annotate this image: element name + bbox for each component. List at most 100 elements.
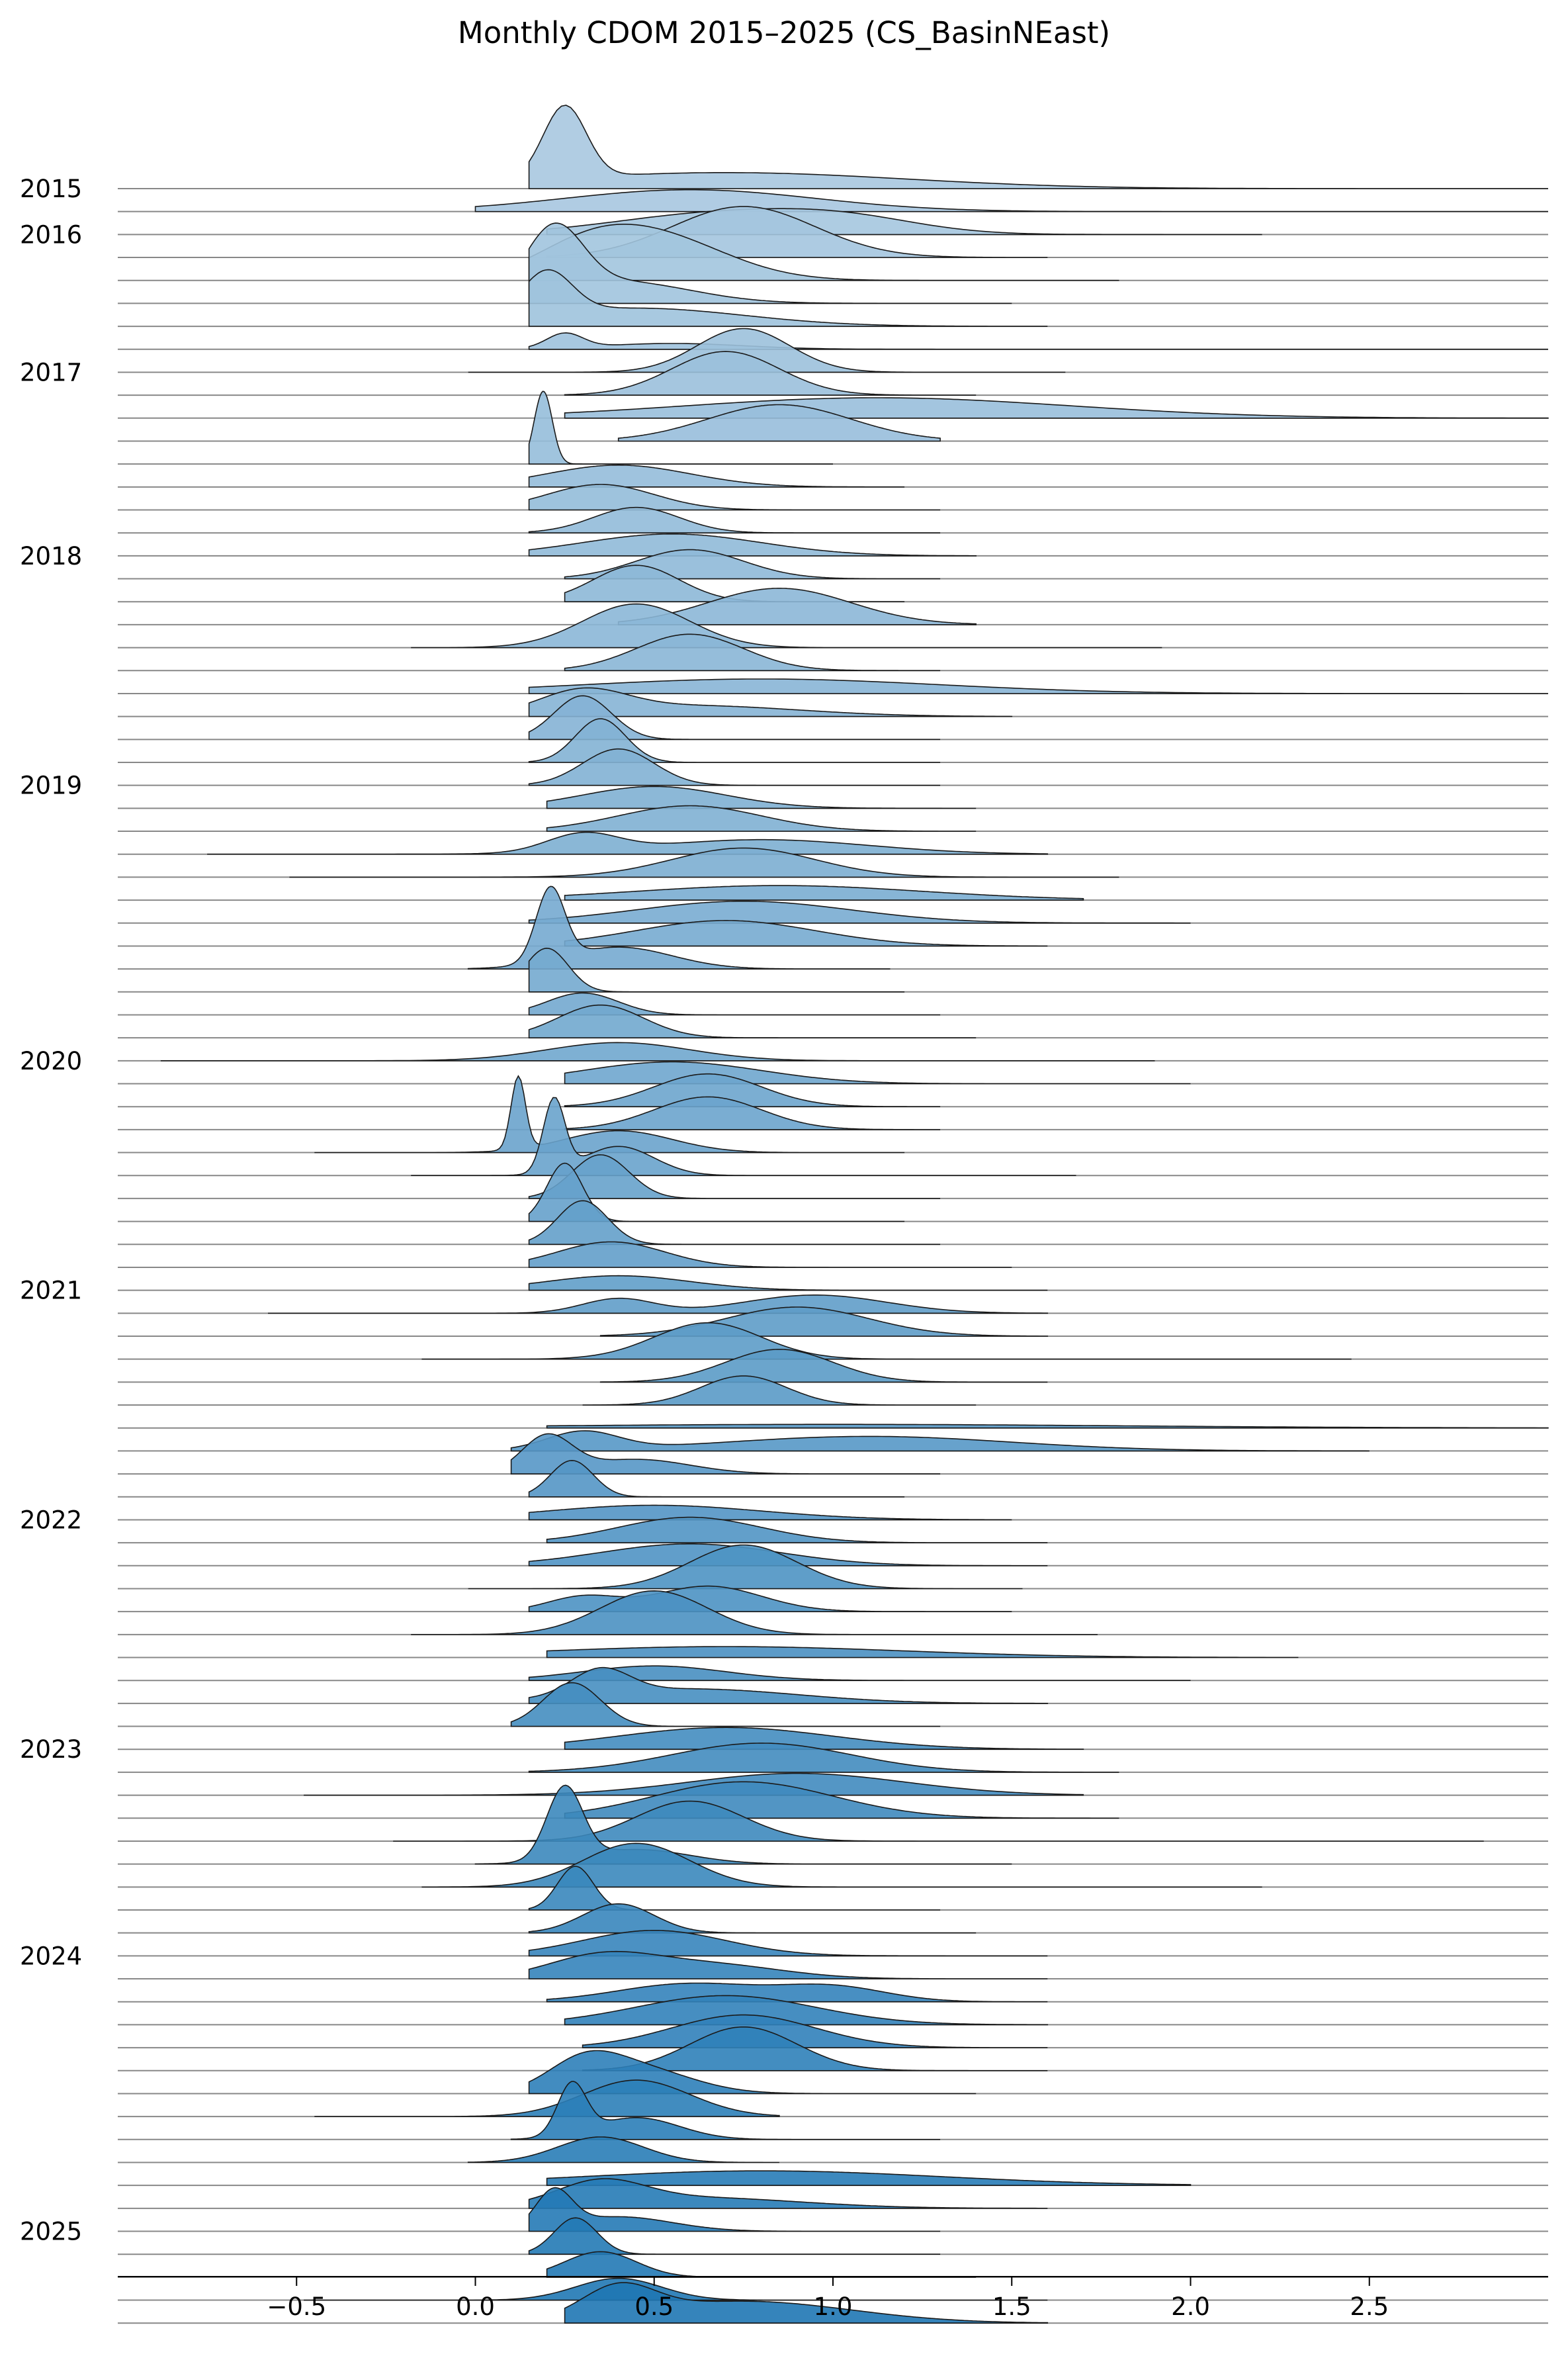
- ridge-density: [564, 1727, 1084, 1750]
- ridge-density: [528, 992, 941, 1016]
- ridge-76: [118, 1903, 1548, 1934]
- ridge-64: [118, 1646, 1548, 1658]
- ridge-56: [118, 1433, 1548, 1475]
- ridge-1: [118, 189, 1548, 212]
- ridge-43: [118, 1097, 1548, 1177]
- ridge-density: [510, 2081, 941, 2140]
- x-axis: −0.5 0.0 0.5 1.0 1.5 2.0 2.5: [118, 2276, 1548, 2321]
- ridge-40: [118, 1073, 1548, 1108]
- ridge-density: [528, 1154, 941, 1199]
- ridge-density: [528, 390, 833, 465]
- ridge-density: [314, 1075, 905, 1154]
- ridge-density: [582, 1375, 977, 1406]
- ridge-density: [411, 1097, 1076, 1176]
- ridge-density: [599, 1349, 1048, 1383]
- ridge-density: [528, 484, 941, 511]
- ridge-8: [118, 328, 1548, 373]
- ridge-6: [118, 269, 1548, 328]
- ridge-density: [467, 2136, 779, 2163]
- ridge-60: [118, 1543, 1548, 1566]
- ridge-density: [528, 105, 1548, 189]
- ridge-density: [617, 588, 977, 625]
- ridge-30: [118, 847, 1548, 878]
- ridge-14: [118, 484, 1548, 511]
- ridge-55: [118, 1430, 1548, 1452]
- ridge-68: [118, 1727, 1548, 1750]
- ridge-87: [118, 2170, 1548, 2187]
- year-label: 2016: [20, 220, 82, 249]
- ridge-54: [118, 1424, 1549, 1429]
- ridge-12: [118, 390, 1548, 465]
- ridge-density: [421, 1842, 1262, 1888]
- ridge-52: [118, 1349, 1548, 1383]
- ridge-density: [510, 1433, 941, 1475]
- ridge-density: [468, 328, 1066, 373]
- ridge-density: [564, 1073, 941, 1107]
- ridge-9: [118, 351, 1548, 396]
- ridge-74: [118, 1842, 1548, 1888]
- ridge-density: [528, 224, 1119, 281]
- ridge-density: [528, 1950, 1048, 1979]
- ridge-density: [207, 831, 1049, 855]
- ridge-24: [118, 695, 1548, 741]
- ridge-density: [546, 2251, 977, 2278]
- ridge-density: [528, 1665, 1191, 1681]
- ridge-22: [118, 678, 1548, 694]
- ridge-density: [528, 506, 941, 533]
- ridge-78: [118, 1950, 1548, 1980]
- ridge-47: [118, 1241, 1548, 1268]
- ridge-density: [528, 1275, 1048, 1291]
- ridge-5: [118, 222, 1548, 304]
- ridge-16: [118, 533, 1548, 557]
- ridge-15: [118, 506, 1548, 534]
- ridge-density: [528, 1241, 1012, 1268]
- ridge-density: [528, 1200, 941, 1246]
- x-tick-label: 0.5: [634, 2292, 674, 2321]
- ridge-33: [118, 920, 1548, 947]
- ridge-density: [564, 1995, 1049, 2026]
- ridge-density: [528, 748, 941, 786]
- ridge-51: [118, 1322, 1548, 1360]
- ridge-density: [268, 1294, 1049, 1314]
- ridge-66: [118, 1666, 1548, 1704]
- year-label: 2019: [20, 772, 82, 800]
- ridge-density: [528, 1930, 1048, 1957]
- ridge-82: [118, 2026, 1548, 2071]
- ridge-13: [118, 465, 1548, 488]
- ridge-density: [546, 1424, 1549, 1429]
- ridge-density: [546, 2170, 1192, 2186]
- ridge-density: [474, 189, 1548, 212]
- ridge-61: [118, 1544, 1548, 1590]
- ridge-density: [528, 1743, 1119, 1773]
- x-tick-label: 1.0: [814, 2292, 853, 2321]
- ridge-65: [118, 1665, 1548, 1682]
- chart-title: Monthly CDOM 2015–2025 (CS_BasinNEast): [458, 15, 1110, 50]
- ridge-23: [118, 687, 1548, 717]
- ridge-42: [118, 1075, 1548, 1154]
- ridge-44: [118, 1154, 1548, 1199]
- ridge-58: [118, 1504, 1548, 1521]
- ridge-45: [118, 1162, 1548, 1222]
- ridge-69: [118, 1743, 1548, 1773]
- ridge-density: [468, 1544, 1023, 1590]
- ridge-density: [582, 2026, 1048, 2071]
- year-label: 2020: [20, 1047, 82, 1075]
- ridge-density: [467, 885, 891, 970]
- ridge-36: [118, 992, 1548, 1016]
- ridge-50: [118, 1306, 1548, 1337]
- ridge-density: [564, 920, 1048, 947]
- ridge-80: [118, 1995, 1548, 2026]
- x-tick-label: −0.5: [267, 2292, 326, 2321]
- ridge-density: [510, 1430, 1370, 1452]
- ridge-18: [118, 565, 1548, 603]
- year-label: 2018: [20, 542, 82, 570]
- ridge-11: [118, 404, 1548, 442]
- ridge-46: [118, 1200, 1548, 1246]
- ridge-density: [314, 2079, 780, 2117]
- ridge-density: [289, 847, 1119, 878]
- ridge-density: [528, 947, 905, 993]
- ridge-density: [528, 718, 941, 763]
- ridge-29: [118, 831, 1548, 855]
- x-tick-label: 2.5: [1350, 2292, 1389, 2321]
